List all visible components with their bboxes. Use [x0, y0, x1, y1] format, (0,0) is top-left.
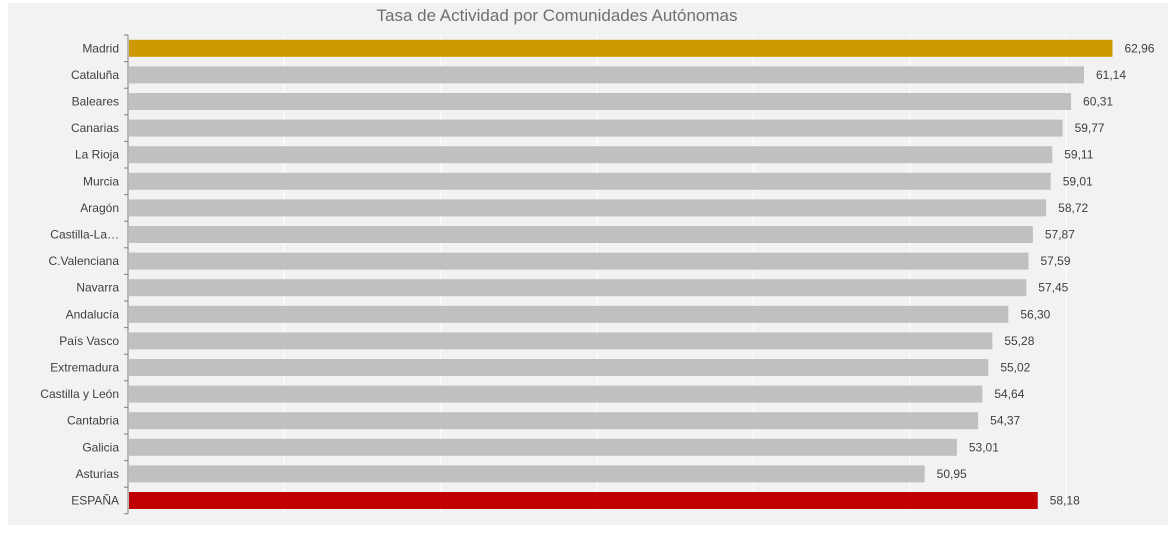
value-label: 59,77	[1075, 121, 1105, 135]
bar	[129, 226, 1033, 243]
bar	[129, 172, 1051, 190]
category-label: Andalucía	[66, 307, 120, 321]
value-label: 58,18	[1050, 494, 1080, 508]
category-label: Extremadura	[50, 361, 119, 375]
value-label: 56,30	[1020, 307, 1050, 321]
value-label: 55,28	[1004, 334, 1034, 348]
value-label: 62,96	[1124, 41, 1154, 55]
value-label: 58,72	[1058, 201, 1088, 215]
category-label: Castilla y León	[40, 387, 119, 401]
value-label: 50,95	[937, 467, 967, 481]
value-label: 57,87	[1045, 228, 1075, 242]
bar	[129, 438, 957, 456]
category-label: Aragón	[80, 201, 119, 215]
category-label: Baleares	[72, 95, 119, 109]
bar	[129, 93, 1072, 110]
category-label: Navarra	[76, 281, 119, 295]
category-label: Cantabria	[67, 414, 119, 428]
bar	[129, 359, 989, 376]
value-label: 57,59	[1040, 254, 1070, 268]
value-label: 53,01	[969, 440, 999, 454]
value-label: 59,01	[1063, 174, 1093, 188]
bar	[129, 279, 1027, 297]
bar	[129, 492, 1038, 509]
category-label: La Rioja	[75, 148, 119, 162]
bar	[129, 332, 993, 350]
value-label: 59,11	[1064, 148, 1093, 162]
chart-title: Tasa de Actividad por Comunidades Autóno…	[376, 6, 738, 25]
value-label: 55,02	[1000, 361, 1030, 375]
category-label: Murcia	[83, 174, 119, 188]
bar	[129, 412, 979, 430]
category-label: País Vasco	[59, 334, 119, 348]
category-label: Asturias	[76, 467, 119, 481]
bar	[129, 465, 925, 483]
bar	[129, 146, 1053, 164]
category-label: Galicia	[82, 440, 119, 454]
value-label: 57,45	[1038, 281, 1068, 295]
bar	[129, 305, 1009, 323]
category-label: Cataluña	[71, 68, 119, 82]
value-label: 61,14	[1096, 68, 1126, 82]
category-label: Castilla-La…	[50, 228, 119, 242]
bar	[129, 385, 983, 403]
category-label: Madrid	[82, 41, 119, 55]
value-label: 54,37	[990, 414, 1020, 428]
bar	[129, 252, 1029, 270]
value-label: 54,64	[994, 387, 1024, 401]
category-label: Canarias	[71, 121, 119, 135]
bar	[129, 39, 1113, 57]
bar	[129, 66, 1085, 84]
category-label: ESPAÑA	[71, 494, 119, 508]
bar	[129, 199, 1047, 217]
bar	[129, 119, 1063, 137]
value-label: 60,31	[1083, 95, 1113, 109]
category-label: C.Valenciana	[49, 254, 120, 268]
